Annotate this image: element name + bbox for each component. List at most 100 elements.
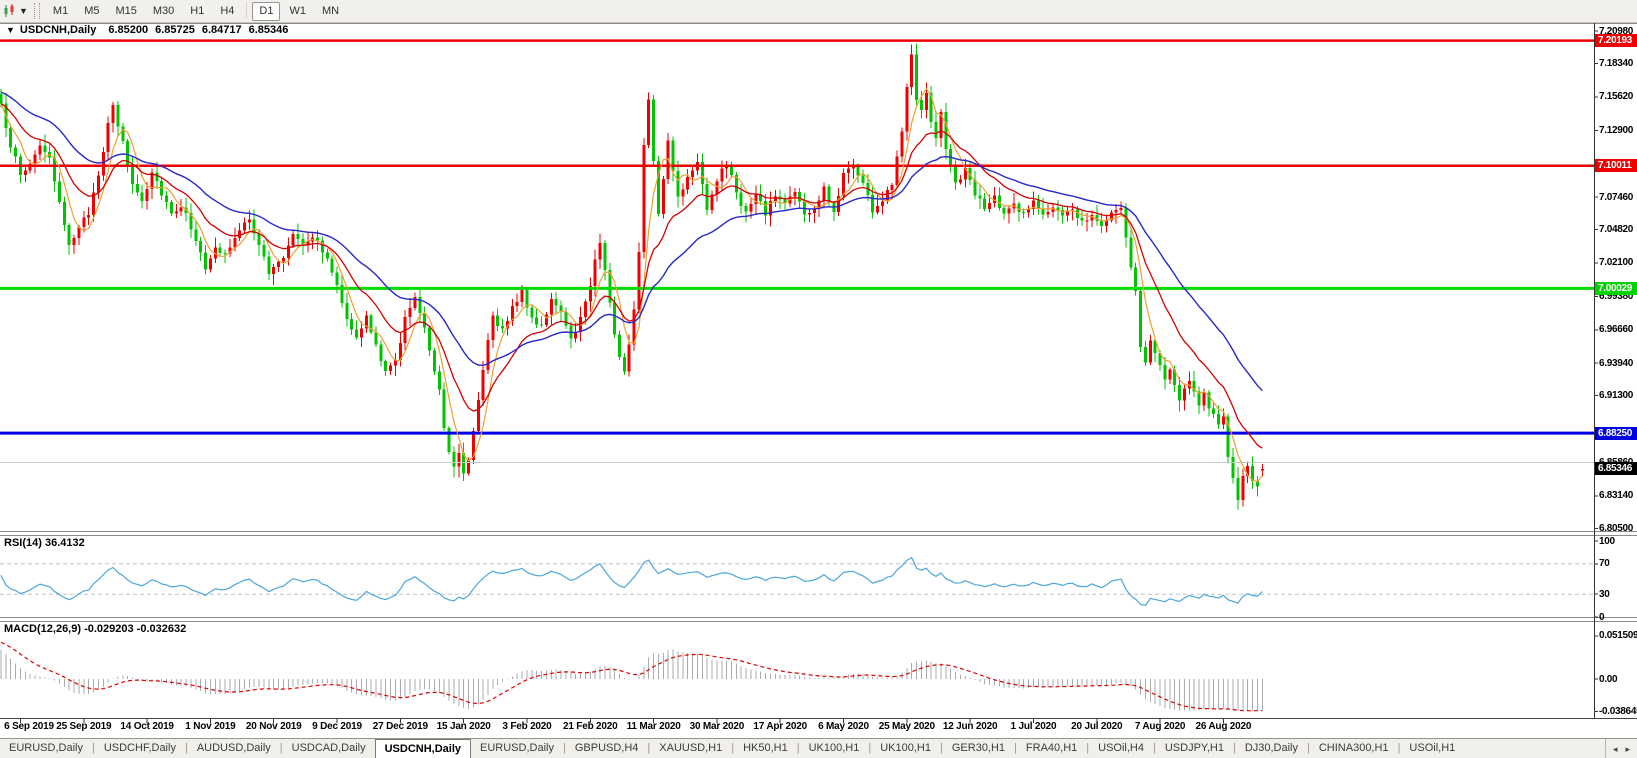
level-price-label: 7.00029 <box>1595 281 1637 295</box>
level-price-label: 6.88250 <box>1595 426 1637 440</box>
tab-scroll-arrows: ◂ ▸ <box>1604 739 1637 758</box>
price-tick-label: 6.99380 <box>1599 290 1634 302</box>
date-label: 30 Mar 2020 <box>689 721 745 732</box>
price-tick-label: 7.12900 <box>1599 124 1634 136</box>
date-label: 25 May 2020 <box>878 721 935 732</box>
chart-tab-gbpusd-h4[interactable]: GBPUSD,H4 <box>574 742 639 754</box>
timeframe-button-h4[interactable]: H4 <box>220 4 235 17</box>
timeframe-button-mn[interactable]: MN <box>321 4 340 17</box>
date-label: 14 Oct 2019 <box>120 721 174 732</box>
timeframe-button-m30[interactable]: M30 <box>152 4 175 17</box>
tab-separator: | <box>731 742 735 754</box>
date-label: 6 May 2020 <box>818 721 869 732</box>
tab-separator: | <box>868 742 872 754</box>
tab-separator: | <box>1397 742 1401 754</box>
symbol-label: USDCNH,Daily <box>19 24 97 36</box>
chart-tab-fra40-h1[interactable]: FRA40,H1 <box>1025 742 1078 754</box>
date-label: 21 Feb 2020 <box>563 721 618 732</box>
price-tick-label: 6.96660 <box>1599 324 1634 336</box>
tab-separator: | <box>940 742 943 754</box>
dropdown-caret-icon[interactable]: ▼ <box>19 6 28 16</box>
chart-tab-eurusd-daily[interactable]: EURUSD,Daily <box>480 742 554 754</box>
current-price-label: 6.85346 <box>1595 462 1637 476</box>
tab-separator: | <box>1014 742 1017 754</box>
chart-tab-eurusd-daily[interactable]: EURUSD,Daily <box>9 742 83 754</box>
macd-label: MACD(12,26,9) -0.029203 -0.032632 <box>4 623 187 635</box>
chart-tab-china300-h1[interactable]: CHINA300,H1 <box>1318 742 1389 754</box>
close-value: 6.85346 <box>248 24 289 36</box>
chart-tab-dj30-daily[interactable]: DJ30,Daily <box>1244 742 1298 754</box>
timeframe-button-m1[interactable]: M1 <box>52 4 69 17</box>
price-tick-label: 7.15620 <box>1599 91 1634 103</box>
symbol-dropdown-icon[interactable]: ▼ <box>6 25 15 35</box>
tab-separator: | <box>1086 742 1090 754</box>
chart-tab-usoil-h1[interactable]: USOil,H1 <box>1409 742 1456 754</box>
date-label: 6 Sep 2019 <box>4 721 54 732</box>
date-label: 1 Nov 2019 <box>185 721 236 732</box>
date-label: 25 Sep 2019 <box>56 721 112 732</box>
timeframe-button-d1[interactable]: D1 <box>252 1 281 21</box>
toolbar-grip <box>33 3 40 19</box>
price-tick-label: 6.80500 <box>1599 522 1634 534</box>
tab-separator: | <box>562 742 566 754</box>
price-tick-label: 7.02100 <box>1599 257 1634 269</box>
date-label: 7 Aug 2020 <box>1134 721 1186 732</box>
date-label: 17 Apr 2020 <box>753 721 807 732</box>
open-value: 6.85200 <box>108 24 149 36</box>
chart-tab-usdcnh-daily[interactable]: USDCNH,Daily <box>374 739 472 758</box>
rsi-label: RSI(14) 36.4132 <box>4 537 85 549</box>
chart-title: ▼ USDCNH,Daily 6.85200 6.85725 6.84717 6.8534… <box>6 24 295 36</box>
low-value: 6.84717 <box>201 24 242 36</box>
date-label: 11 Mar 2020 <box>626 721 681 732</box>
tab-separator: | <box>1232 742 1236 754</box>
chart-tab-audusd-daily[interactable]: AUDUSD,Daily <box>196 742 271 754</box>
timeframe-button-w1[interactable]: W1 <box>289 4 306 17</box>
date-label: 1 Jul 2020 <box>1010 721 1057 732</box>
chart-tabs: EURUSD,Daily | USDCHF,Daily | AUDUSD,Daily | U… <box>0 739 1605 758</box>
toolbar: ▼ M1 M5 M15 M30 H1 H4 D1 W1 MN <box>0 0 1637 23</box>
price-tick-label: 6.91300 <box>1599 390 1634 402</box>
tab-separator: | <box>91 742 95 754</box>
price-tick-label: 6.83140 <box>1599 490 1634 502</box>
chart-tab-usdchf-daily[interactable]: USDCHF,Daily <box>103 742 176 754</box>
tab-separator: | <box>184 742 188 754</box>
high-value: 6.85725 <box>155 24 195 36</box>
chart-tab-bar: EURUSD,Daily | USDCHF,Daily | AUDUSD,Daily | U… <box>0 738 1637 758</box>
mini-candle-icon <box>4 4 14 17</box>
chart-tab-xauusd-h1[interactable]: XAUUSD,H1 <box>659 742 723 754</box>
chart-tool-icon[interactable] <box>2 3 18 19</box>
tab-separator: | <box>279 742 283 754</box>
chart-tab-ger30-h1[interactable]: GER30,H1 <box>951 742 1006 754</box>
tab-separator: | <box>1307 742 1310 754</box>
date-label: 27 Dec 2019 <box>372 721 428 732</box>
level-price-label: 7.20193 <box>1595 34 1637 48</box>
macd-tick-label: 0.051509 <box>1599 630 1637 642</box>
timeframe-button-m5[interactable]: M5 <box>84 4 100 17</box>
level-price-label: 7.10011 <box>1595 159 1637 173</box>
tab-separator: | <box>796 742 800 754</box>
rsi-tick-label: 30 <box>1599 588 1610 600</box>
chart-tab-uk100-h1[interactable]: UK100,H1 <box>808 742 860 754</box>
rsi-tick-label: 100 <box>1599 535 1615 547</box>
tab-scroll-left-icon[interactable]: ◂ <box>1612 743 1618 754</box>
chart-tab-usoil-h4[interactable]: USOil,H4 <box>1098 742 1144 754</box>
price-tick-label: 7.18340 <box>1599 57 1634 69</box>
chart-tab-usdjpy-h1[interactable]: USDJPY,H1 <box>1164 742 1224 754</box>
chart-tab-hk50-h1[interactable]: HK50,H1 <box>743 742 788 754</box>
tab-separator: | <box>647 742 651 754</box>
rsi-tick-label: 70 <box>1599 558 1610 570</box>
macd-tick-label: -0.038645 <box>1599 705 1637 717</box>
date-label: 20 Nov 2019 <box>245 721 302 732</box>
rsi-tick-label: 0 <box>1599 611 1605 623</box>
tab-separator: | <box>1152 742 1156 754</box>
chart-tab-usdcad-daily[interactable]: USDCAD,Daily <box>291 742 366 754</box>
chart-tab-uk100-h1[interactable]: UK100,H1 <box>880 742 931 754</box>
macd-tick-label: 0.00 <box>1599 673 1618 685</box>
timeframe-button-m15[interactable]: M15 <box>115 4 137 17</box>
date-label: 9 Dec 2019 <box>312 721 362 732</box>
timeframe-button-h1[interactable]: H1 <box>190 4 205 17</box>
price-tick-label: 7.20980 <box>1599 25 1634 37</box>
tab-scroll-right-icon[interactable]: ▸ <box>1625 743 1630 754</box>
date-label: 20 Jul 2020 <box>1071 721 1123 732</box>
